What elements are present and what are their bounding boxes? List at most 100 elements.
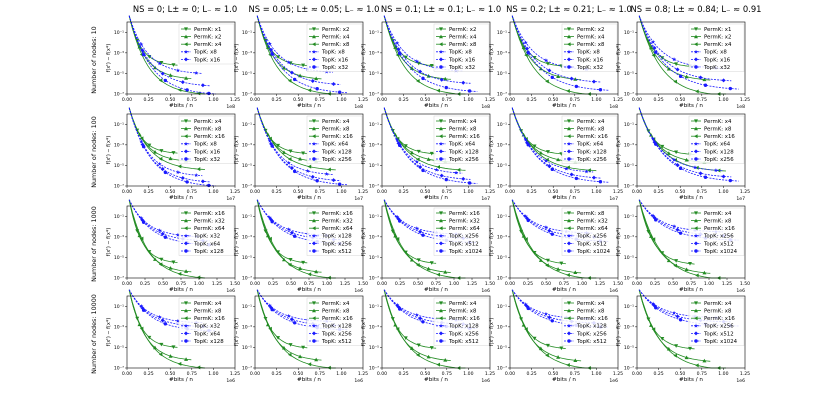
y-tick-label: 10⁻¹ (242, 304, 252, 310)
x-tick-label: 0.75 (187, 189, 197, 195)
x-tick-label: 0.50 (413, 281, 423, 287)
series-marker-topk-4-4 (713, 168, 719, 173)
series-marker-permk-3-2 (545, 157, 549, 162)
series-marker-topk-4-2 (157, 228, 162, 233)
x-scale-label: 1e8 (609, 104, 618, 110)
x-axis-label: #bits / n (297, 103, 321, 109)
series-marker-permk-2-4 (314, 357, 319, 362)
series-marker-permk-1-3 (545, 62, 550, 66)
x-tick-label: 1.25 (740, 371, 750, 377)
legend-marker (694, 27, 698, 31)
axes-frame (126, 113, 236, 187)
y-tick-label: 10⁻⁷ (242, 366, 252, 372)
panel-r4-c4: 10⁻¹ 10⁻³ 10⁻⁵ 10⁻⁷0.00 0.25 0.50 0.75 1.00 1.25… (489, 289, 623, 384)
series-marker-permk-1-4 (429, 261, 434, 265)
series-marker-permk-3-4 (327, 167, 331, 172)
series-marker-topk-5-4 (461, 80, 466, 85)
y-tick-label: 10⁻³ (369, 235, 379, 241)
legend-marker (694, 218, 698, 223)
legend-marker (694, 57, 698, 62)
series-marker-topk-6-2 (292, 234, 297, 238)
x-tick-label: 0.00 (377, 189, 387, 195)
series-marker-permk-1-2 (660, 144, 665, 149)
axes-frame (636, 295, 746, 369)
series-marker-topk-5-3 (439, 77, 444, 82)
series-marker-permk-2-3 (556, 74, 561, 78)
y-tick-label: 10⁻¹ (497, 122, 507, 128)
x-tick-label: 0.75 (559, 281, 569, 287)
legend-label: PermK: x4 (704, 42, 732, 48)
y-tick-label: 10⁻⁵ (624, 71, 634, 77)
y-tick-label: 10⁻⁷ (242, 276, 252, 282)
legend-label: TopK: x64 (193, 241, 221, 247)
x-tick-label: 0.50 (165, 97, 175, 103)
x-tick-label: 0.50 (548, 189, 558, 195)
series-marker-topk-4-1 (523, 214, 528, 219)
y-tick-label: 10⁻¹ (114, 30, 124, 36)
legend-marker (312, 249, 316, 253)
series-marker-permk-3-3 (307, 164, 312, 169)
legend-marker (183, 323, 189, 328)
legend-marker (439, 308, 443, 313)
series-marker-topk-4-1 (267, 303, 272, 308)
x-axis-label: #bits / n (552, 195, 576, 201)
series-marker-topk-4-3 (175, 232, 180, 237)
panel-r1-c5: 10⁻¹ 10⁻³ 10⁻⁵ 10⁻⁷0.00 0.25 0.50 0.75 1.00 1.25… (616, 15, 750, 110)
legend-label: TopK: x16 (321, 57, 349, 63)
legend-marker (184, 308, 188, 313)
legend-label: TopK: x256 (448, 331, 479, 337)
y-axis-label: f(xᵗ) − f(x*) (489, 44, 495, 73)
y-tick-label: 10⁻⁵ (242, 163, 252, 169)
x-tick-label: 1.50 (740, 281, 750, 287)
legend-marker (693, 49, 699, 54)
legend-label: TopK: x32 (193, 234, 220, 240)
legend-label: PermK: x4 (704, 119, 732, 125)
series-marker-permk-1-3 (545, 150, 550, 154)
series-marker-permk-3-2 (158, 78, 163, 83)
legend-label: TopK: x256 (576, 234, 607, 240)
data-series (511, 15, 609, 96)
legend-marker (567, 57, 571, 62)
y-tick-label: 10⁻³ (624, 325, 634, 331)
series-marker-permk-1-4 (171, 260, 176, 265)
panel-r3-c4: 10⁻¹ 10⁻³ 10⁻⁵ 10⁻⁷0.00 0.25 0.50 0.75 1.00 1.25… (489, 199, 623, 294)
series-marker-permk-1-4 (171, 345, 176, 350)
x-scale-label: 1e6 (226, 288, 235, 294)
legend-label: TopK: x512 (576, 339, 607, 345)
legend-marker (312, 27, 316, 31)
x-tick-label: 0.50 (541, 281, 551, 287)
series-marker-topk-6-1 (526, 143, 530, 147)
x-tick-label: 1.00 (718, 371, 728, 377)
legend-marker (312, 301, 316, 305)
series-marker-permk-1-4 (301, 260, 306, 265)
series-marker-permk-1-3 (545, 258, 550, 263)
series-marker-permk-3-1 (524, 327, 528, 332)
legend-label: PermK: x16 (704, 316, 735, 322)
series-marker-topk-4-4 (194, 70, 199, 75)
legend-marker (694, 316, 698, 321)
x-tick-label: 0.50 (420, 97, 430, 103)
x-tick-label: 0.50 (675, 189, 685, 195)
axes-frame (509, 113, 619, 187)
legend-label: PermK: x2 (194, 35, 221, 41)
legend-marker (566, 233, 572, 238)
series-marker-topk-4-3 (434, 167, 439, 172)
x-scale-label: 1e6 (736, 288, 745, 294)
legend-label: PermK: x8 (577, 127, 605, 133)
series-marker-permk-1-2 (403, 144, 408, 148)
x-tick-label: 0.75 (315, 371, 325, 377)
legend-marker (694, 42, 698, 47)
series-marker-permk-1-4 (559, 261, 564, 266)
series-marker-topk-5-2 (675, 227, 680, 232)
legend-marker (312, 119, 316, 123)
y-tick-label: 10⁻¹ (369, 304, 379, 310)
series-marker-topk-6-3 (185, 88, 189, 92)
series-marker-permk-2-2 (666, 151, 671, 155)
legend-label: PermK: x4 (194, 301, 222, 307)
legend-box (306, 115, 363, 164)
series-marker-permk-3-1 (139, 326, 144, 331)
series-marker-permk-1-3 (416, 149, 421, 154)
legend-marker (184, 34, 188, 39)
panel-r2-c2: 10⁻¹ 10⁻³ 10⁻⁵ 10⁻⁷0.00 0.25 0.50 0.75 1.00 1.25… (234, 107, 368, 202)
